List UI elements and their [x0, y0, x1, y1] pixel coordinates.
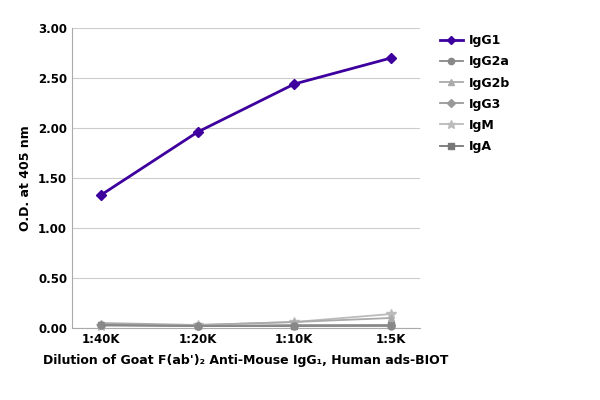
- IgG3: [194, 324, 201, 328]
- IgG2b: [388, 316, 395, 320]
- IgG1: [291, 82, 298, 86]
- IgG2a: [388, 324, 395, 328]
- IgA: [388, 322, 395, 327]
- Y-axis label: O.D. at 405 nm: O.D. at 405 nm: [19, 125, 32, 231]
- IgG2a: [194, 324, 201, 328]
- IgG3: [291, 322, 298, 327]
- IgG2a: [97, 322, 104, 327]
- IgG1: [194, 130, 201, 134]
- IgA: [194, 324, 201, 328]
- Line: IgA: IgA: [98, 322, 394, 330]
- IgG1: [388, 56, 395, 60]
- IgG2b: [97, 321, 104, 326]
- IgM: [291, 320, 298, 324]
- IgA: [97, 322, 104, 327]
- IgG3: [388, 322, 395, 327]
- X-axis label: Dilution of Goat F(ab')₂ Anti-Mouse IgG₁, Human ads-BIOT: Dilution of Goat F(ab')₂ Anti-Mouse IgG₁…: [43, 354, 449, 367]
- IgA: [291, 324, 298, 328]
- Line: IgG1: IgG1: [98, 54, 394, 198]
- Line: IgG2a: IgG2a: [98, 322, 394, 330]
- IgG1: [97, 193, 104, 198]
- IgM: [388, 312, 395, 316]
- IgG2b: [194, 322, 201, 327]
- Line: IgG2b: IgG2b: [98, 314, 394, 328]
- Line: IgG3: IgG3: [98, 322, 394, 329]
- Line: IgM: IgM: [96, 309, 396, 331]
- IgM: [194, 322, 201, 327]
- IgM: [97, 324, 104, 328]
- Legend: IgG1, IgG2a, IgG2b, IgG3, IgM, IgA: IgG1, IgG2a, IgG2b, IgG3, IgM, IgA: [440, 34, 510, 153]
- IgG2a: [291, 324, 298, 328]
- IgG2b: [291, 320, 298, 324]
- IgG3: [97, 322, 104, 327]
